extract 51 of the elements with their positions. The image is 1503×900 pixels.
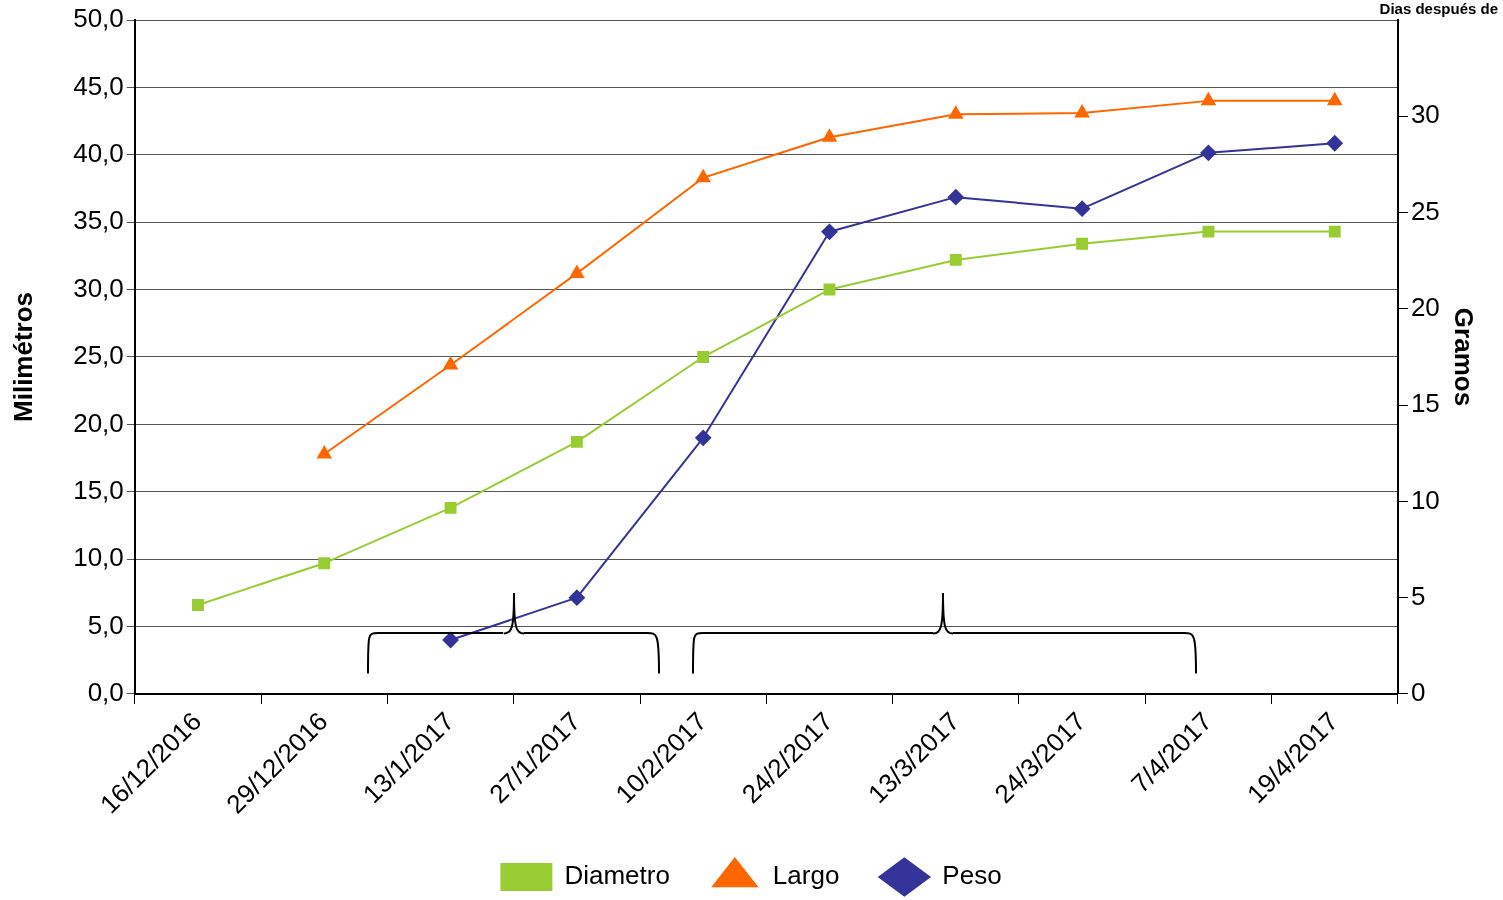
point xyxy=(695,429,712,446)
text: Dias después de xyxy=(1379,0,1498,17)
y-tick-label: 40,0 xyxy=(73,137,124,168)
y-tick-label: 15,0 xyxy=(73,474,124,505)
point xyxy=(822,129,837,142)
point xyxy=(948,106,963,119)
y2-tick-label: 25 xyxy=(1410,195,1440,226)
point xyxy=(1074,200,1091,217)
legend-label: Diametro xyxy=(564,860,670,891)
y2-tick-label: 5 xyxy=(1410,580,1426,611)
point xyxy=(317,446,332,459)
point xyxy=(318,557,331,570)
y-tick-label: 10,0 xyxy=(73,542,124,573)
y-tick-label: 5,0 xyxy=(87,609,124,640)
y2-tick-label: 30 xyxy=(1410,99,1440,130)
point xyxy=(1202,225,1215,238)
point xyxy=(444,501,457,514)
point xyxy=(1075,105,1090,118)
point xyxy=(697,351,710,363)
point xyxy=(568,589,585,606)
y2-tick-label: 15 xyxy=(1410,388,1440,419)
y2-tick-label: 0 xyxy=(1410,677,1426,708)
y-tick-label: 30,0 xyxy=(73,272,124,303)
point xyxy=(1200,144,1217,161)
point xyxy=(947,189,964,206)
y-tick-label: 50,0 xyxy=(73,3,124,34)
y2-axis-title: Gramos xyxy=(1449,307,1480,407)
y-tick-label: 45,0 xyxy=(73,70,124,101)
point xyxy=(1328,225,1341,238)
point xyxy=(443,357,458,370)
point xyxy=(1327,92,1342,106)
y2-tick-label: 10 xyxy=(1410,484,1440,515)
point xyxy=(192,599,204,611)
point xyxy=(821,223,838,240)
point xyxy=(1076,237,1089,250)
point xyxy=(823,283,836,296)
legend-label: Largo xyxy=(772,860,840,891)
point xyxy=(1201,92,1216,106)
point xyxy=(570,435,583,448)
legend-label: Peso xyxy=(942,860,1002,891)
y2-tick-label: 20 xyxy=(1410,292,1440,322)
y-tick-label: 25,0 xyxy=(73,340,124,371)
point xyxy=(1326,135,1343,152)
point xyxy=(696,169,711,183)
y-tick-label: 35,0 xyxy=(73,205,124,236)
y-axis-title: Milimétros xyxy=(7,291,38,422)
point xyxy=(569,265,584,278)
y-tick-label: 20,0 xyxy=(73,407,124,438)
y-tick-label: 0,0 xyxy=(87,677,124,708)
point xyxy=(949,253,962,266)
point xyxy=(442,632,459,649)
